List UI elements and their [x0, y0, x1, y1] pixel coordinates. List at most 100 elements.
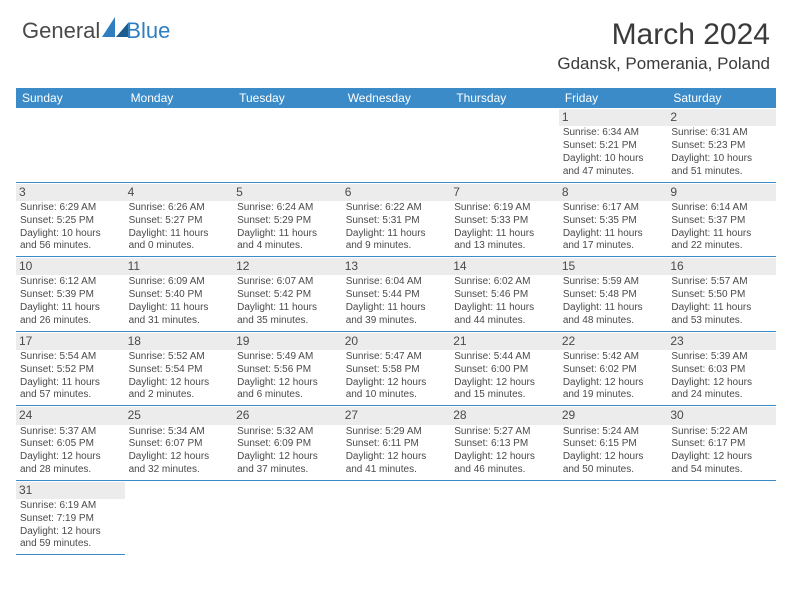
logo-text-1: General — [22, 18, 100, 44]
calendar-cell: 26Sunrise: 5:32 AMSunset: 6:09 PMDayligh… — [233, 406, 342, 481]
title-block: March 2024 Gdansk, Pomerania, Poland — [557, 18, 770, 74]
cell-sunrise: Sunrise: 5:32 AM — [237, 426, 338, 439]
cell-dl2: and 13 minutes. — [454, 240, 555, 253]
cell-dl2: and 10 minutes. — [346, 389, 447, 402]
day-number: 21 — [450, 333, 559, 350]
logo-text-2: Blue — [126, 18, 170, 44]
cell-sunrise: Sunrise: 6:17 AM — [563, 202, 664, 215]
cell-dl1: Daylight: 12 hours — [237, 377, 338, 390]
cell-dl1: Daylight: 11 hours — [237, 228, 338, 241]
day-number: 31 — [16, 482, 125, 499]
day-number: 26 — [233, 407, 342, 424]
page-title: March 2024 — [557, 18, 770, 52]
day-number: 25 — [125, 407, 234, 424]
cell-dl2: and 46 minutes. — [454, 464, 555, 477]
cell-dl2: and 17 minutes. — [563, 240, 664, 253]
cell-dl1: Daylight: 11 hours — [129, 228, 230, 241]
cell-sunrise: Sunrise: 5:54 AM — [20, 351, 121, 364]
cell-dl1: Daylight: 11 hours — [671, 302, 772, 315]
cell-dl1: Daylight: 12 hours — [129, 451, 230, 464]
cell-dl2: and 59 minutes. — [20, 538, 121, 551]
logo-sail-icon — [102, 17, 128, 37]
cell-sunset: Sunset: 6:03 PM — [671, 364, 772, 377]
cell-dl2: and 26 minutes. — [20, 315, 121, 328]
day-number: 18 — [125, 333, 234, 350]
day-number: 3 — [16, 184, 125, 201]
cell-sunset: Sunset: 5:50 PM — [671, 289, 772, 302]
calendar-row: 10Sunrise: 6:12 AMSunset: 5:39 PMDayligh… — [16, 257, 776, 332]
cell-dl2: and 28 minutes. — [20, 464, 121, 477]
weekday-header-row: SundayMondayTuesdayWednesdayThursdayFrid… — [16, 88, 776, 108]
cell-sunrise: Sunrise: 6:02 AM — [454, 276, 555, 289]
calendar-cell: 7Sunrise: 6:19 AMSunset: 5:33 PMDaylight… — [450, 182, 559, 257]
cell-sunrise: Sunrise: 5:57 AM — [671, 276, 772, 289]
calendar-row: 31Sunrise: 6:19 AMSunset: 7:19 PMDayligh… — [16, 480, 776, 555]
logo: General Blue — [22, 18, 170, 44]
calendar-cell: 30Sunrise: 5:22 AMSunset: 6:17 PMDayligh… — [667, 406, 776, 481]
calendar-row: 3Sunrise: 6:29 AMSunset: 5:25 PMDaylight… — [16, 182, 776, 257]
cell-sunset: Sunset: 5:56 PM — [237, 364, 338, 377]
calendar-row: 17Sunrise: 5:54 AMSunset: 5:52 PMDayligh… — [16, 331, 776, 406]
cell-dl2: and 50 minutes. — [563, 464, 664, 477]
cell-sunset: Sunset: 5:25 PM — [20, 215, 121, 228]
day-number: 7 — [450, 184, 559, 201]
day-number: 24 — [16, 407, 125, 424]
cell-dl1: Daylight: 11 hours — [671, 228, 772, 241]
cell-sunrise: Sunrise: 5:34 AM — [129, 426, 230, 439]
calendar-cell — [450, 480, 559, 555]
cell-sunrise: Sunrise: 6:14 AM — [671, 202, 772, 215]
calendar-cell — [125, 480, 234, 555]
cell-sunset: Sunset: 6:13 PM — [454, 438, 555, 451]
cell-sunrise: Sunrise: 5:47 AM — [346, 351, 447, 364]
calendar-cell — [233, 108, 342, 182]
cell-sunset: Sunset: 5:31 PM — [346, 215, 447, 228]
cell-sunset: Sunset: 5:44 PM — [346, 289, 447, 302]
calendar-cell — [125, 108, 234, 182]
calendar-cell: 4Sunrise: 6:26 AMSunset: 5:27 PMDaylight… — [125, 182, 234, 257]
calendar-cell: 25 Sunrise: 5:34 AMSunset: 6:07 PMDayligh… — [125, 406, 234, 481]
cell-dl2: and 4 minutes. — [237, 240, 338, 253]
cell-dl2: and 31 minutes. — [129, 315, 230, 328]
calendar-cell: 9Sunrise: 6:14 AMSunset: 5:37 PMDaylight… — [667, 182, 776, 257]
cell-dl1: Daylight: 12 hours — [20, 526, 121, 539]
day-number: 29 — [559, 407, 668, 424]
cell-sunrise: Sunrise: 6:04 AM — [346, 276, 447, 289]
cell-sunset: Sunset: 5:48 PM — [563, 289, 664, 302]
calendar-cell: 13Sunrise: 6:04 AMSunset: 5:44 PMDayligh… — [342, 257, 451, 332]
cell-sunrise: Sunrise: 5:29 AM — [346, 426, 447, 439]
cell-dl1: Daylight: 12 hours — [346, 377, 447, 390]
cell-dl2: and 22 minutes. — [671, 240, 772, 253]
cell-sunset: Sunset: 5:21 PM — [563, 140, 664, 153]
calendar-cell: 6Sunrise: 6:22 AMSunset: 5:31 PMDaylight… — [342, 182, 451, 257]
cell-sunrise: Sunrise: 6:12 AM — [20, 276, 121, 289]
cell-sunrise: Sunrise: 5:27 AM — [454, 426, 555, 439]
cell-dl2: and 2 minutes. — [129, 389, 230, 402]
cell-dl1: Daylight: 11 hours — [20, 377, 121, 390]
cell-dl2: and 32 minutes. — [129, 464, 230, 477]
cell-dl2: and 39 minutes. — [346, 315, 447, 328]
cell-dl2: and 35 minutes. — [237, 315, 338, 328]
calendar-row: 1Sunrise: 6:34 AMSunset: 5:21 PMDaylight… — [16, 108, 776, 182]
cell-sunset: Sunset: 6:07 PM — [129, 438, 230, 451]
calendar-cell — [342, 108, 451, 182]
cell-dl1: Daylight: 11 hours — [20, 302, 121, 315]
cell-sunrise: Sunrise: 6:07 AM — [237, 276, 338, 289]
cell-sunrise: Sunrise: 6:19 AM — [20, 500, 121, 513]
calendar-cell: 23Sunrise: 5:39 AMSunset: 6:03 PMDayligh… — [667, 331, 776, 406]
cell-dl2: and 37 minutes. — [237, 464, 338, 477]
cell-dl1: Daylight: 11 hours — [454, 228, 555, 241]
day-number: 23 — [667, 333, 776, 350]
calendar-cell — [342, 480, 451, 555]
calendar-cell — [559, 480, 668, 555]
day-number: 30 — [667, 407, 776, 424]
calendar-cell: 16Sunrise: 5:57 AMSunset: 5:50 PMDayligh… — [667, 257, 776, 332]
cell-dl2: and 15 minutes. — [454, 389, 555, 402]
cell-dl1: Daylight: 11 hours — [563, 228, 664, 241]
calendar-cell: 5Sunrise: 6:24 AMSunset: 5:29 PMDaylight… — [233, 182, 342, 257]
day-number: 10 — [16, 258, 125, 275]
cell-sunrise: Sunrise: 6:24 AM — [237, 202, 338, 215]
cell-sunrise: Sunrise: 5:24 AM — [563, 426, 664, 439]
cell-dl1: Daylight: 11 hours — [563, 302, 664, 315]
calendar-body: 1Sunrise: 6:34 AMSunset: 5:21 PMDaylight… — [16, 108, 776, 555]
cell-dl2: and 41 minutes. — [346, 464, 447, 477]
